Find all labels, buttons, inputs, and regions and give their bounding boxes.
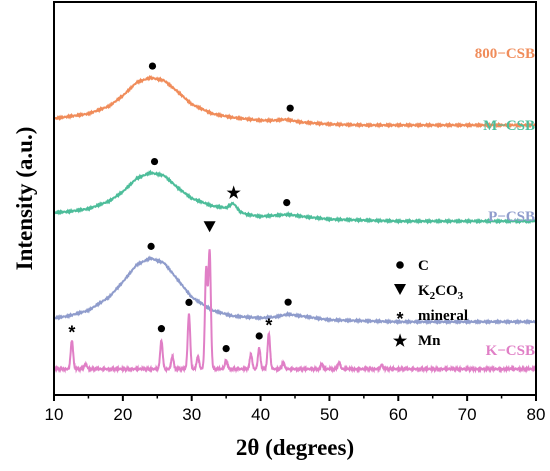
- legend-label: mineral: [418, 308, 468, 324]
- legend-subscript: 3: [458, 290, 464, 302]
- marker-carbon: [222, 345, 230, 353]
- plot-frame: [53, 1, 537, 396]
- x-tick-label: 60: [389, 405, 408, 424]
- legend-label-tail: CO: [435, 283, 458, 299]
- legend-symbol-asterisk: *: [396, 309, 403, 329]
- series-line-800-csb: [53, 74, 537, 129]
- annotation-layer: ★ * *: [68, 62, 294, 353]
- marker-mineral: *: [68, 323, 75, 343]
- series-label: P−CSB: [488, 209, 535, 225]
- marker-carbon: [150, 157, 159, 166]
- legend-label: K2CO3: [418, 283, 464, 302]
- x-tick-label: 50: [320, 405, 339, 424]
- x-tick-label: 80: [527, 405, 546, 424]
- marker-carbon: [284, 298, 292, 306]
- x-tick-label: 70: [458, 405, 477, 424]
- legend-label-text: K: [418, 283, 430, 299]
- legend-label-text: C: [418, 258, 429, 274]
- x-tick-label: 40: [251, 405, 270, 424]
- series-line-m-csb: [53, 169, 537, 225]
- legend-symbol-circle: [396, 261, 404, 269]
- x-axis-title: 2θ (degrees): [236, 435, 354, 460]
- x-tick-label: 30: [182, 405, 201, 424]
- marker-carbon: [255, 332, 263, 340]
- legend-label: Mn: [418, 333, 441, 349]
- marker-k2co3: [203, 221, 216, 233]
- series-labels: 800−CSB M−CSB P−CSB K−CSB: [475, 46, 535, 359]
- marker-carbon: [147, 242, 155, 250]
- legend-subscript: 2: [430, 290, 436, 302]
- x-tick-label: 10: [45, 405, 64, 424]
- series-label: K−CSB: [486, 343, 535, 359]
- x-tick-label: 20: [113, 405, 132, 424]
- legend-label-text: Mn: [418, 333, 441, 349]
- legend-symbol-triangle: [394, 284, 406, 295]
- marker-carbon: [185, 298, 193, 306]
- x-axis-ticks: 10 20 30 40 50 60 70 80: [45, 395, 546, 424]
- marker-carbon: [283, 198, 291, 207]
- y-axis-title: Intensity (a.u.): [12, 127, 37, 271]
- marker-carbon: [148, 62, 157, 70]
- series-layer: [53, 74, 537, 374]
- legend-symbol-star: ★: [393, 333, 408, 350]
- series-line-k-csb: [53, 249, 537, 374]
- series-line-p-csb: [53, 255, 537, 326]
- marker-mineral: *: [265, 315, 272, 335]
- legend-label-text: mineral: [418, 308, 468, 324]
- marker-carbon: [157, 325, 166, 333]
- marker-carbon: [286, 104, 294, 112]
- legend-label: C: [418, 258, 429, 274]
- series-label: M−CSB: [483, 118, 535, 134]
- series-label: 800−CSB: [475, 46, 535, 62]
- marker-mn: ★: [227, 185, 242, 202]
